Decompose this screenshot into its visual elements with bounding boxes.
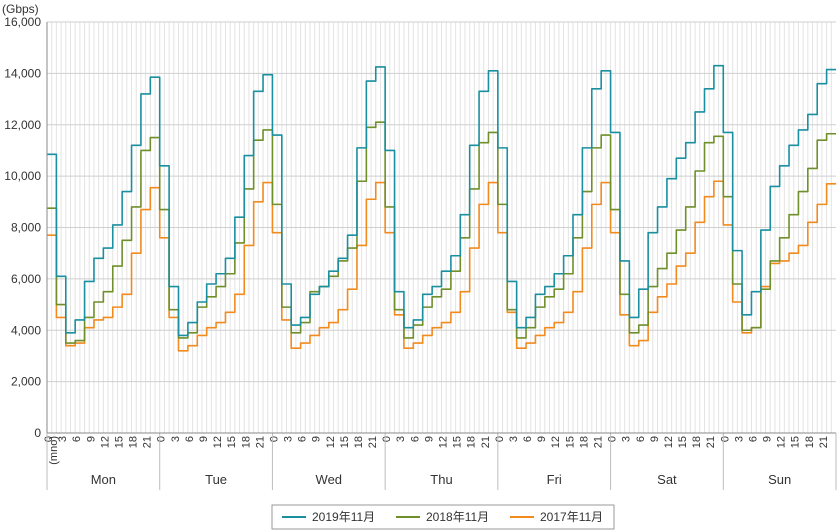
day-label: Thu — [430, 472, 452, 487]
x-tick-hour-label: 9 — [536, 436, 548, 442]
x-tick-hour-label: 0 — [719, 436, 731, 442]
x-tick-hour-label: 6 — [747, 436, 759, 442]
x-tick-hour-label: 3 — [170, 436, 182, 442]
x-tick-hour-label: 18 — [691, 436, 703, 448]
x-tick-hour-label: 3 — [283, 436, 295, 442]
x-tick-hour-label: 12 — [325, 436, 337, 448]
x-tick-hour-label: 0 — [494, 436, 506, 442]
y-axis-unit-label: (Gbps) — [2, 2, 39, 16]
series-line — [47, 64, 836, 337]
x-tick-hour-label: 6 — [635, 436, 647, 442]
x-tick-hour-label: 0 — [156, 436, 168, 442]
x-tick-hour-label: 21 — [142, 436, 154, 448]
x-tick-hour-label: 21 — [592, 436, 604, 448]
x-tick-hour-label: 9 — [311, 436, 323, 442]
grid — [47, 21, 836, 433]
x-tick-hour-label: 21 — [254, 436, 266, 448]
x-axis-unit-label: (mno) — [48, 436, 60, 465]
x-tick-hour-label: 18 — [466, 436, 478, 448]
x-tick-hour-label: 3 — [621, 436, 633, 442]
y-axis-ticks: 0 2,000 4,000 6,000 8,000 10,000 12,000 14,000 1… — [4, 15, 41, 440]
y-tick-label: 2,000 — [11, 375, 41, 389]
x-tick-hour-label: 9 — [198, 436, 210, 442]
x-tick-hour-label: 6 — [409, 436, 421, 442]
x-tick-hour-label: 15 — [452, 436, 464, 448]
day-label: Tue — [205, 472, 227, 487]
y-tick-label: 0 — [34, 426, 41, 440]
x-tick-hour-label: 3 — [57, 436, 69, 442]
x-tick-hour-label: 9 — [423, 436, 435, 442]
x-tick-hour-label: 12 — [550, 436, 562, 448]
x-tick-hour-label: 12 — [438, 436, 450, 448]
x-tick-hour-label: 6 — [297, 436, 309, 442]
x-tick-hour-label: 6 — [522, 436, 534, 442]
axes — [46, 22, 837, 490]
day-label: Wed — [316, 472, 343, 487]
x-tick-hour-label: 12 — [99, 436, 111, 448]
x-tick-hour-label: 9 — [762, 436, 774, 442]
day-label: Fri — [547, 472, 562, 487]
legend-label: 2017年11月 — [540, 510, 603, 524]
x-tick-hour-label: 18 — [128, 436, 140, 448]
x-tick-hour-label: 0 — [607, 436, 619, 442]
x-tick-hour-label: 12 — [663, 436, 675, 448]
x-tick-hour-label: 3 — [733, 436, 745, 442]
x-tick-hour-label: 21 — [818, 436, 830, 448]
x-tick-hour-label: 12 — [776, 436, 788, 448]
x-tick-hour-label: 21 — [480, 436, 492, 448]
y-tick-label: 4,000 — [11, 323, 41, 337]
y-tick-label: 10,000 — [4, 169, 41, 183]
y-tick-label: 8,000 — [11, 221, 41, 235]
legend-box — [271, 504, 615, 530]
legend: 2019年11月 2018年11月 2017年11月 — [271, 504, 615, 530]
x-tick-hour-label: 0 — [381, 436, 393, 442]
x-tick-hour-label: 12 — [212, 436, 224, 448]
x-tick-hour-label: 15 — [790, 436, 802, 448]
legend-label: 2019年11月 — [312, 510, 375, 524]
y-tick-label: 6,000 — [11, 272, 41, 286]
x-tick-hour-label: 6 — [71, 436, 83, 442]
x-tick-hour-label: 9 — [85, 436, 97, 442]
x-tick-hour-label: 3 — [395, 436, 407, 442]
x-tick-hour-label: 21 — [705, 436, 717, 448]
y-tick-label: 16,000 — [4, 15, 41, 29]
day-label: Sun — [768, 472, 791, 487]
x-tick-hour-label: 18 — [804, 436, 816, 448]
x-tick-hour-label: 18 — [240, 436, 252, 448]
x-tick-hour-label: 15 — [113, 436, 125, 448]
x-tick-hour-label: 0 — [268, 436, 280, 442]
y-tick-label: 12,000 — [4, 118, 41, 132]
x-tick-hour-label: 18 — [353, 436, 365, 448]
x-tick-hour-label: 9 — [649, 436, 661, 442]
x-tick-hour-label: 15 — [226, 436, 238, 448]
x-tick-hour-label: 21 — [367, 436, 379, 448]
x-tick-hour-label: 3 — [508, 436, 520, 442]
x-tick-hour-label: 6 — [184, 436, 196, 442]
x-tick-hour-label: 15 — [564, 436, 576, 448]
day-label: Mon — [91, 472, 116, 487]
x-tick-hour-label: 15 — [677, 436, 689, 448]
y-tick-label: 14,000 — [4, 66, 41, 80]
x-tick-hour-label: 15 — [339, 436, 351, 448]
series-lines — [47, 64, 836, 352]
legend-label: 2018年11月 — [426, 510, 489, 524]
day-label: Sat — [657, 472, 677, 487]
series-line — [47, 180, 836, 352]
x-tick-hour-label: 0 — [43, 436, 55, 442]
x-tick-hour-label: 18 — [578, 436, 590, 448]
